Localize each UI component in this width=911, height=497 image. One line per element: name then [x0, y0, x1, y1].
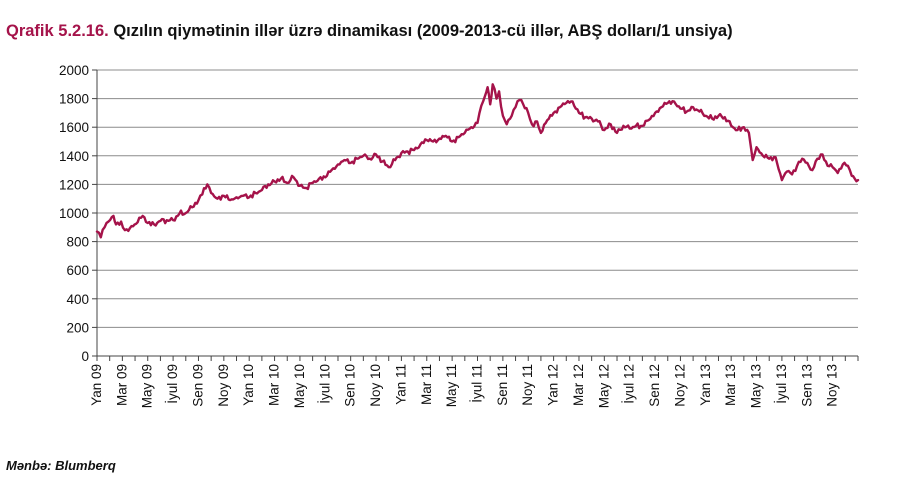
x-tick-label: Sen 13: [799, 364, 814, 407]
x-tick-label: İyul 09: [165, 364, 180, 404]
x-tick-label: Yan 11: [393, 364, 408, 405]
x-tick-label: Mar 10: [267, 364, 282, 406]
y-tick-label: 1400: [59, 149, 89, 164]
x-tick-label: Noy 09: [216, 364, 231, 407]
gridlines: [97, 69, 858, 328]
x-tick-labels: Yan 09 Mar 09 May 09 İyul 09 Sen 09 Noy 09 Yan…: [89, 364, 840, 408]
y-tick-label: 1800: [59, 92, 89, 107]
y-tick-label: 600: [66, 263, 89, 278]
series-layer: [95, 83, 860, 239]
x-tick-label: Mar 11: [419, 364, 434, 405]
x-tick-label: Sen 09: [190, 364, 205, 407]
chart-title-prefix: Qrafik 5.2.16.: [6, 22, 109, 40]
x-tick-label: Yan 13: [698, 364, 713, 406]
x-tick-label: İyul 12: [622, 364, 637, 404]
x-tick-label: İyul 10: [317, 364, 332, 404]
x-tick-label: Sen 11: [495, 364, 510, 406]
x-tick-label: Noy 11: [520, 364, 535, 406]
x-tick-label: May 13: [749, 364, 764, 408]
x-tick-label: May 09: [140, 364, 155, 408]
x-tick-label: Sen 10: [343, 364, 358, 407]
x-tick-label: May 12: [596, 364, 611, 408]
x-tick-label: Mar 09: [114, 364, 129, 406]
source-note: Mənbə: Blumberq: [6, 458, 116, 473]
series-line-gold-price: [95, 83, 860, 239]
chart-title: Qrafik 5.2.16. Qızılın qiymətinin illər …: [6, 22, 733, 41]
x-tick-label: Mar 13: [723, 364, 738, 406]
x-tick-label: Noy 10: [368, 364, 383, 407]
x-tick-label: Noy 13: [825, 364, 840, 407]
y-tick-label: 200: [66, 320, 89, 335]
y-tick-label: 800: [66, 235, 89, 250]
x-tick-label: Noy 12: [672, 364, 687, 407]
y-tick-label: 1000: [59, 206, 89, 221]
x-tick-label: İyul 13: [774, 364, 789, 404]
y-tick-label: 1200: [59, 177, 89, 192]
axes: [92, 69, 859, 361]
x-tick-label: Yan 12: [546, 364, 561, 406]
x-tick-label: May 10: [292, 364, 307, 408]
x-tick-label: Mar 12: [571, 364, 586, 406]
y-tick-label: 0: [81, 349, 89, 364]
x-tick-label: Sen 12: [647, 364, 662, 407]
y-tick-label: 1600: [59, 120, 89, 135]
y-tick-label: 400: [66, 292, 89, 307]
x-tick-label: Yan 10: [241, 364, 256, 406]
chart-title-text: Qızılın qiymətinin illər üzrə dinamikası…: [113, 22, 733, 40]
x-tick-label: May 11: [444, 364, 459, 407]
y-tick-label: 2000: [59, 63, 89, 78]
y-tick-labels: 0 200 400 600 800 1000 1200 1400 1600 1800 2000: [59, 63, 89, 364]
x-tick-label: Yan 09: [89, 364, 104, 406]
x-tick-label: İyul 11: [470, 364, 485, 403]
